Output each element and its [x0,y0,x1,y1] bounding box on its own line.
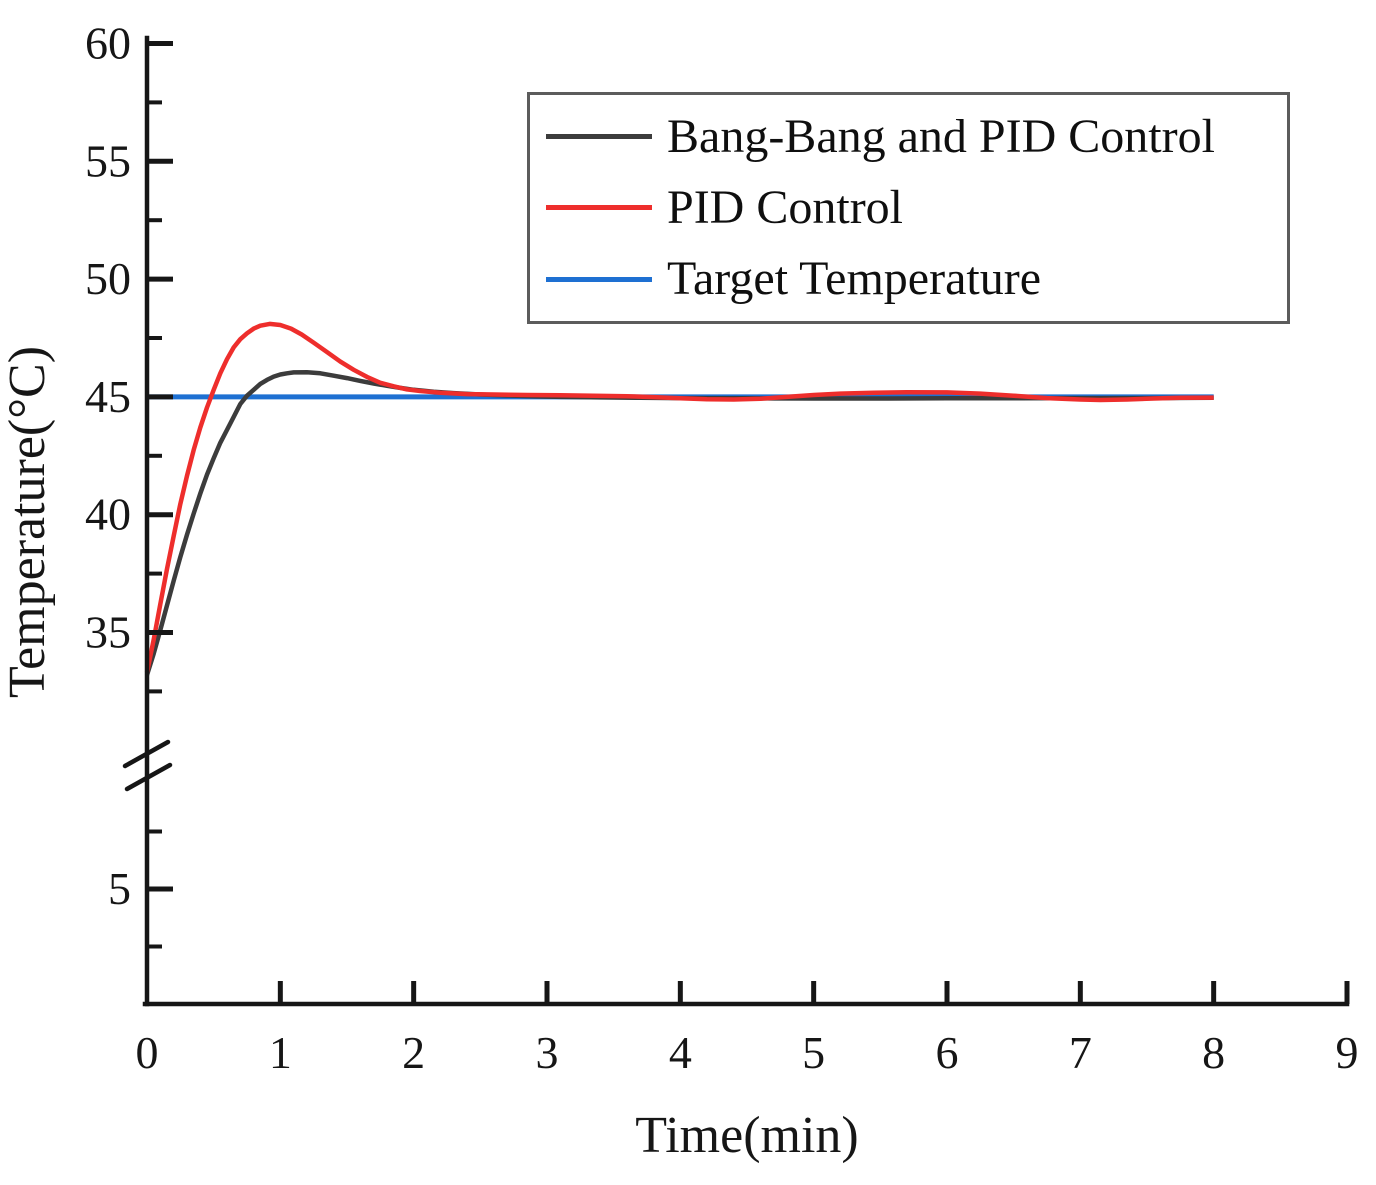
x-tick-label: 4 [669,1027,692,1078]
y-axis-ticks [147,41,173,949]
legend-line-sample-bangbang-pid [546,134,652,140]
y-tick-label: 45 [85,371,131,422]
legend-line-sample-pid [546,205,652,211]
y-axis-tick-labels: 60 55 50 45 40 35 5 [85,18,131,915]
axes [142,35,1350,1007]
break-slash-upper [122,739,171,769]
break-slash-lower [124,762,173,792]
x-tick-label: 7 [1069,1027,1092,1078]
legend-label-bangbang-pid: Bang-Bang and PID Control [667,109,1215,163]
legend-label-target: Target Temperature [667,252,1041,306]
legend-line-sample-target [546,276,652,282]
y-tick-label: 60 [85,18,131,69]
y-tick-label: 5 [108,863,131,914]
y-axis-title: Temperature(°C) [0,346,56,698]
y-tick-label: 50 [85,253,131,304]
x-tick-label: 9 [1335,1027,1358,1078]
x-tick-label: 0 [136,1027,159,1078]
y-tick-label: 40 [85,489,131,540]
x-tick-label: 8 [1202,1027,1225,1078]
x-tick-label: 2 [402,1027,425,1078]
x-tick-label: 5 [802,1027,825,1078]
x-tick-label: 6 [935,1027,958,1078]
series-line-0 [144,369,1214,676]
x-axis-ticks [277,981,1350,1004]
x-tick-label: 1 [269,1027,292,1078]
x-tick-label: 3 [535,1027,558,1078]
legend-item-pid: PID Control [546,180,1277,234]
legend-item-target: Target Temperature [546,255,1277,303]
x-axis-title: Time(min) [635,1107,858,1164]
legend-label-pid: PID Control [667,180,904,234]
legend-item-bangbang-pid: Bang-Bang and PID Control [546,109,1277,163]
y-tick-label: 35 [85,607,131,658]
series-line-1 [144,321,1214,674]
x-axis-tick-labels: 0 1 2 3 4 5 6 7 8 9 [136,1027,1359,1078]
legend: Bang-Bang and PID Control PID Control Ta… [527,92,1290,324]
y-tick-label: 55 [85,135,131,186]
y-axis-break-marks [122,739,173,792]
